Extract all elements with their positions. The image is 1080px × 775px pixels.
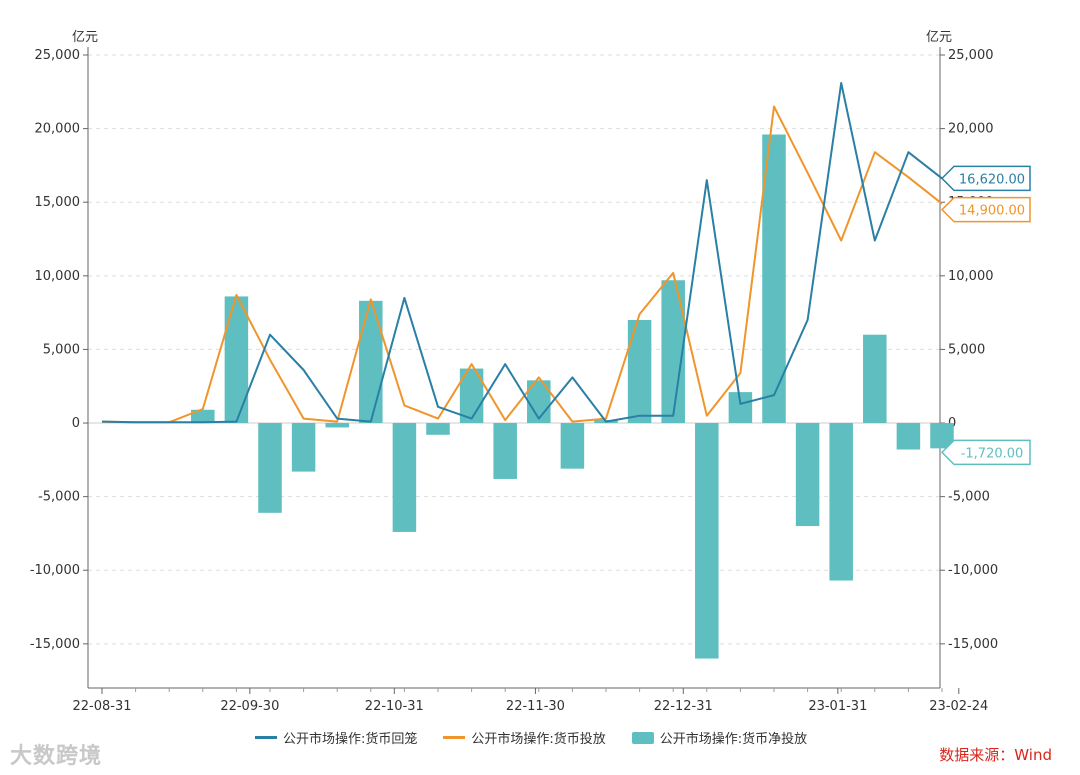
bar-net-injection (258, 423, 282, 513)
x-tick-label: 23-02-24 (929, 699, 988, 714)
bar-net-injection (426, 423, 450, 435)
x-tick-label: 22-11-30 (506, 699, 565, 714)
legend-item-net[interactable]: 公开市场操作:货币净投放 (631, 728, 808, 747)
y-tick-label-right: 10,000 (948, 269, 994, 284)
data-source-label: 数据来源：Wind (939, 746, 1052, 764)
end-value-label: -1,720.00 (961, 446, 1024, 461)
bar-net-injection (762, 134, 786, 424)
y-tick-label-left: 20,000 (35, 122, 81, 137)
y-tick-label-right: -15,000 (948, 637, 998, 652)
y-tick-label-left: 15,000 (35, 195, 81, 210)
y-tick-label-right: 5,000 (948, 342, 985, 357)
y-tick-label-left: 5,000 (43, 342, 80, 357)
y-tick-label-left: -5,000 (38, 490, 80, 505)
legend-label-injection: 公开市场操作:货币投放 (471, 732, 606, 747)
legend-item-injection[interactable]: 公开市场操作:货币投放 (443, 728, 606, 747)
legend-label-net: 公开市场操作:货币净投放 (659, 732, 808, 747)
line-series-recall (101, 82, 943, 424)
end-value-callout: 14,900.00 (940, 196, 1031, 223)
x-tick-label: 22-08-31 (72, 699, 131, 714)
y-tick-label-right: -5,000 (948, 490, 990, 505)
legend-swatch-injection (443, 736, 466, 739)
y-tick-label-left: -15,000 (30, 637, 80, 652)
legend-item-recall[interactable]: 公开市场操作:货币回笼 (255, 728, 417, 747)
end-value-label: 16,620.00 (959, 172, 1025, 187)
bar-net-injection (627, 319, 652, 424)
x-tick-label: 22-10-31 (365, 699, 424, 714)
x-tick-label: 23-01-31 (808, 699, 867, 714)
right-axis-unit: 亿元 (926, 30, 953, 45)
y-tick-label-left: 25,000 (35, 48, 81, 63)
y-tick-label-right: 20,000 (948, 122, 994, 137)
y-tick-label-right: 25,000 (948, 48, 994, 63)
bar-net-injection (863, 334, 887, 424)
watermark-text: 大数跨境 (10, 744, 103, 769)
bar-net-injection (493, 423, 517, 479)
bar-net-injection (795, 423, 820, 527)
bar-net-injection (728, 392, 753, 424)
line-series-injection (101, 105, 943, 424)
left-axis-unit: 亿元 (72, 30, 99, 45)
legend-swatch-recall (255, 736, 277, 739)
y-tick-label-left: 10,000 (35, 269, 81, 284)
end-value-box (940, 439, 1031, 466)
x-tick-label: 22-12-31 (654, 699, 713, 714)
end-value-box (940, 196, 1031, 223)
bar-net-injection (829, 423, 853, 581)
bar-net-injection (359, 300, 383, 424)
legend: 公开市场操作:货币回笼 公开市场操作:货币投放 公开市场操作:货币净投放 (255, 728, 807, 747)
bar-net-injection (325, 423, 349, 428)
bar-net-injection (560, 423, 585, 469)
legend-swatch-net (631, 731, 654, 744)
bar-net-injection (191, 409, 215, 424)
y-tick-label-left: 0 (72, 416, 80, 431)
end-value-box (940, 165, 1031, 192)
end-value-callout: 16,620.00 (940, 165, 1031, 192)
legend-label-recall: 公开市场操作:货币回笼 (283, 732, 418, 747)
bar-net-injection (695, 423, 719, 659)
y-tick-label-right: -10,000 (948, 563, 998, 578)
bar-net-injection (291, 423, 316, 472)
bar-net-injection (224, 296, 249, 424)
end-value-label: 14,900.00 (959, 204, 1025, 219)
bar-net-injection (896, 423, 921, 450)
x-tick-label: 22-09-30 (220, 699, 279, 714)
bar-net-injection (392, 423, 417, 532)
y-tick-label-left: -10,000 (30, 563, 80, 578)
end-value-callout: -1,720.00 (940, 439, 1031, 466)
bar-net-injection (930, 423, 954, 449)
bar-net-injection (661, 280, 685, 424)
